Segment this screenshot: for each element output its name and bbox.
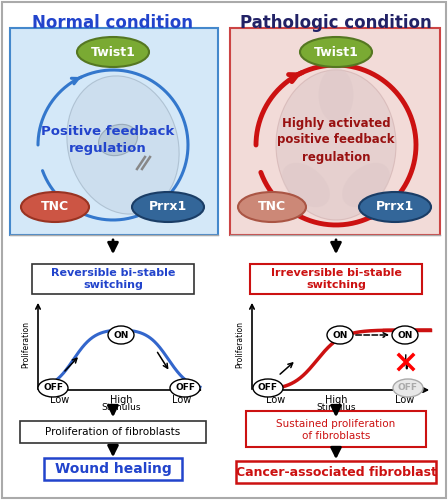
Text: Twist1: Twist1 xyxy=(90,46,135,59)
Text: OFF: OFF xyxy=(175,384,195,392)
Text: OFF: OFF xyxy=(258,384,278,392)
Ellipse shape xyxy=(393,379,423,397)
Ellipse shape xyxy=(99,124,138,156)
FancyBboxPatch shape xyxy=(20,421,206,443)
Text: Low: Low xyxy=(172,395,192,405)
Ellipse shape xyxy=(21,192,89,222)
Ellipse shape xyxy=(77,37,149,67)
Bar xyxy=(10,28,218,235)
Ellipse shape xyxy=(392,326,418,344)
FancyBboxPatch shape xyxy=(44,458,182,480)
Ellipse shape xyxy=(319,68,353,122)
Text: Reversible bi-stable
switching: Reversible bi-stable switching xyxy=(51,268,175,290)
Text: ON: ON xyxy=(397,330,413,340)
Ellipse shape xyxy=(276,70,396,220)
Text: High: High xyxy=(110,395,132,405)
FancyBboxPatch shape xyxy=(246,411,426,447)
Text: Stimulus: Stimulus xyxy=(316,403,356,412)
Text: Cancer-associated fibroblast: Cancer-associated fibroblast xyxy=(236,466,436,478)
Bar xyxy=(230,28,440,235)
Text: Twist1: Twist1 xyxy=(314,46,358,59)
Ellipse shape xyxy=(170,379,200,397)
Ellipse shape xyxy=(38,379,68,397)
Text: Low: Low xyxy=(267,395,286,405)
Ellipse shape xyxy=(282,163,330,207)
Ellipse shape xyxy=(300,37,372,67)
Text: Low: Low xyxy=(50,395,69,405)
Text: TNC: TNC xyxy=(41,200,69,213)
Text: ON: ON xyxy=(332,330,348,340)
Ellipse shape xyxy=(67,76,179,214)
Text: OFF: OFF xyxy=(43,384,63,392)
Text: Highly activated
positive feedback
regulation: Highly activated positive feedback regul… xyxy=(277,116,395,164)
Text: Positive feedback
regulation: Positive feedback regulation xyxy=(41,125,175,155)
Text: Prrx1: Prrx1 xyxy=(376,200,414,213)
Text: ON: ON xyxy=(113,330,129,340)
FancyBboxPatch shape xyxy=(32,264,194,294)
Text: Low: Low xyxy=(396,395,415,405)
Text: OFF: OFF xyxy=(398,384,418,392)
Text: Stimulus: Stimulus xyxy=(101,403,141,412)
Text: Wound healing: Wound healing xyxy=(55,462,172,476)
Text: Irreversible bi-stable
switching: Irreversible bi-stable switching xyxy=(271,268,401,290)
Text: Prrx1: Prrx1 xyxy=(149,200,187,213)
Text: Normal condition: Normal condition xyxy=(31,14,193,32)
Ellipse shape xyxy=(238,192,306,222)
Ellipse shape xyxy=(342,163,390,207)
Ellipse shape xyxy=(108,326,134,344)
Ellipse shape xyxy=(359,192,431,222)
Text: TNC: TNC xyxy=(258,200,286,213)
Ellipse shape xyxy=(327,326,353,344)
Text: Proliferation: Proliferation xyxy=(22,322,30,368)
Text: Sustained proliferation
of fibroblasts: Sustained proliferation of fibroblasts xyxy=(276,419,396,441)
Ellipse shape xyxy=(132,192,204,222)
Ellipse shape xyxy=(253,379,283,397)
FancyBboxPatch shape xyxy=(236,461,436,483)
Text: High: High xyxy=(325,395,347,405)
Text: Proliferation: Proliferation xyxy=(236,322,245,368)
FancyBboxPatch shape xyxy=(250,264,422,294)
Text: Pathologic condition: Pathologic condition xyxy=(240,14,432,32)
Text: Proliferation of fibroblasts: Proliferation of fibroblasts xyxy=(45,427,181,437)
